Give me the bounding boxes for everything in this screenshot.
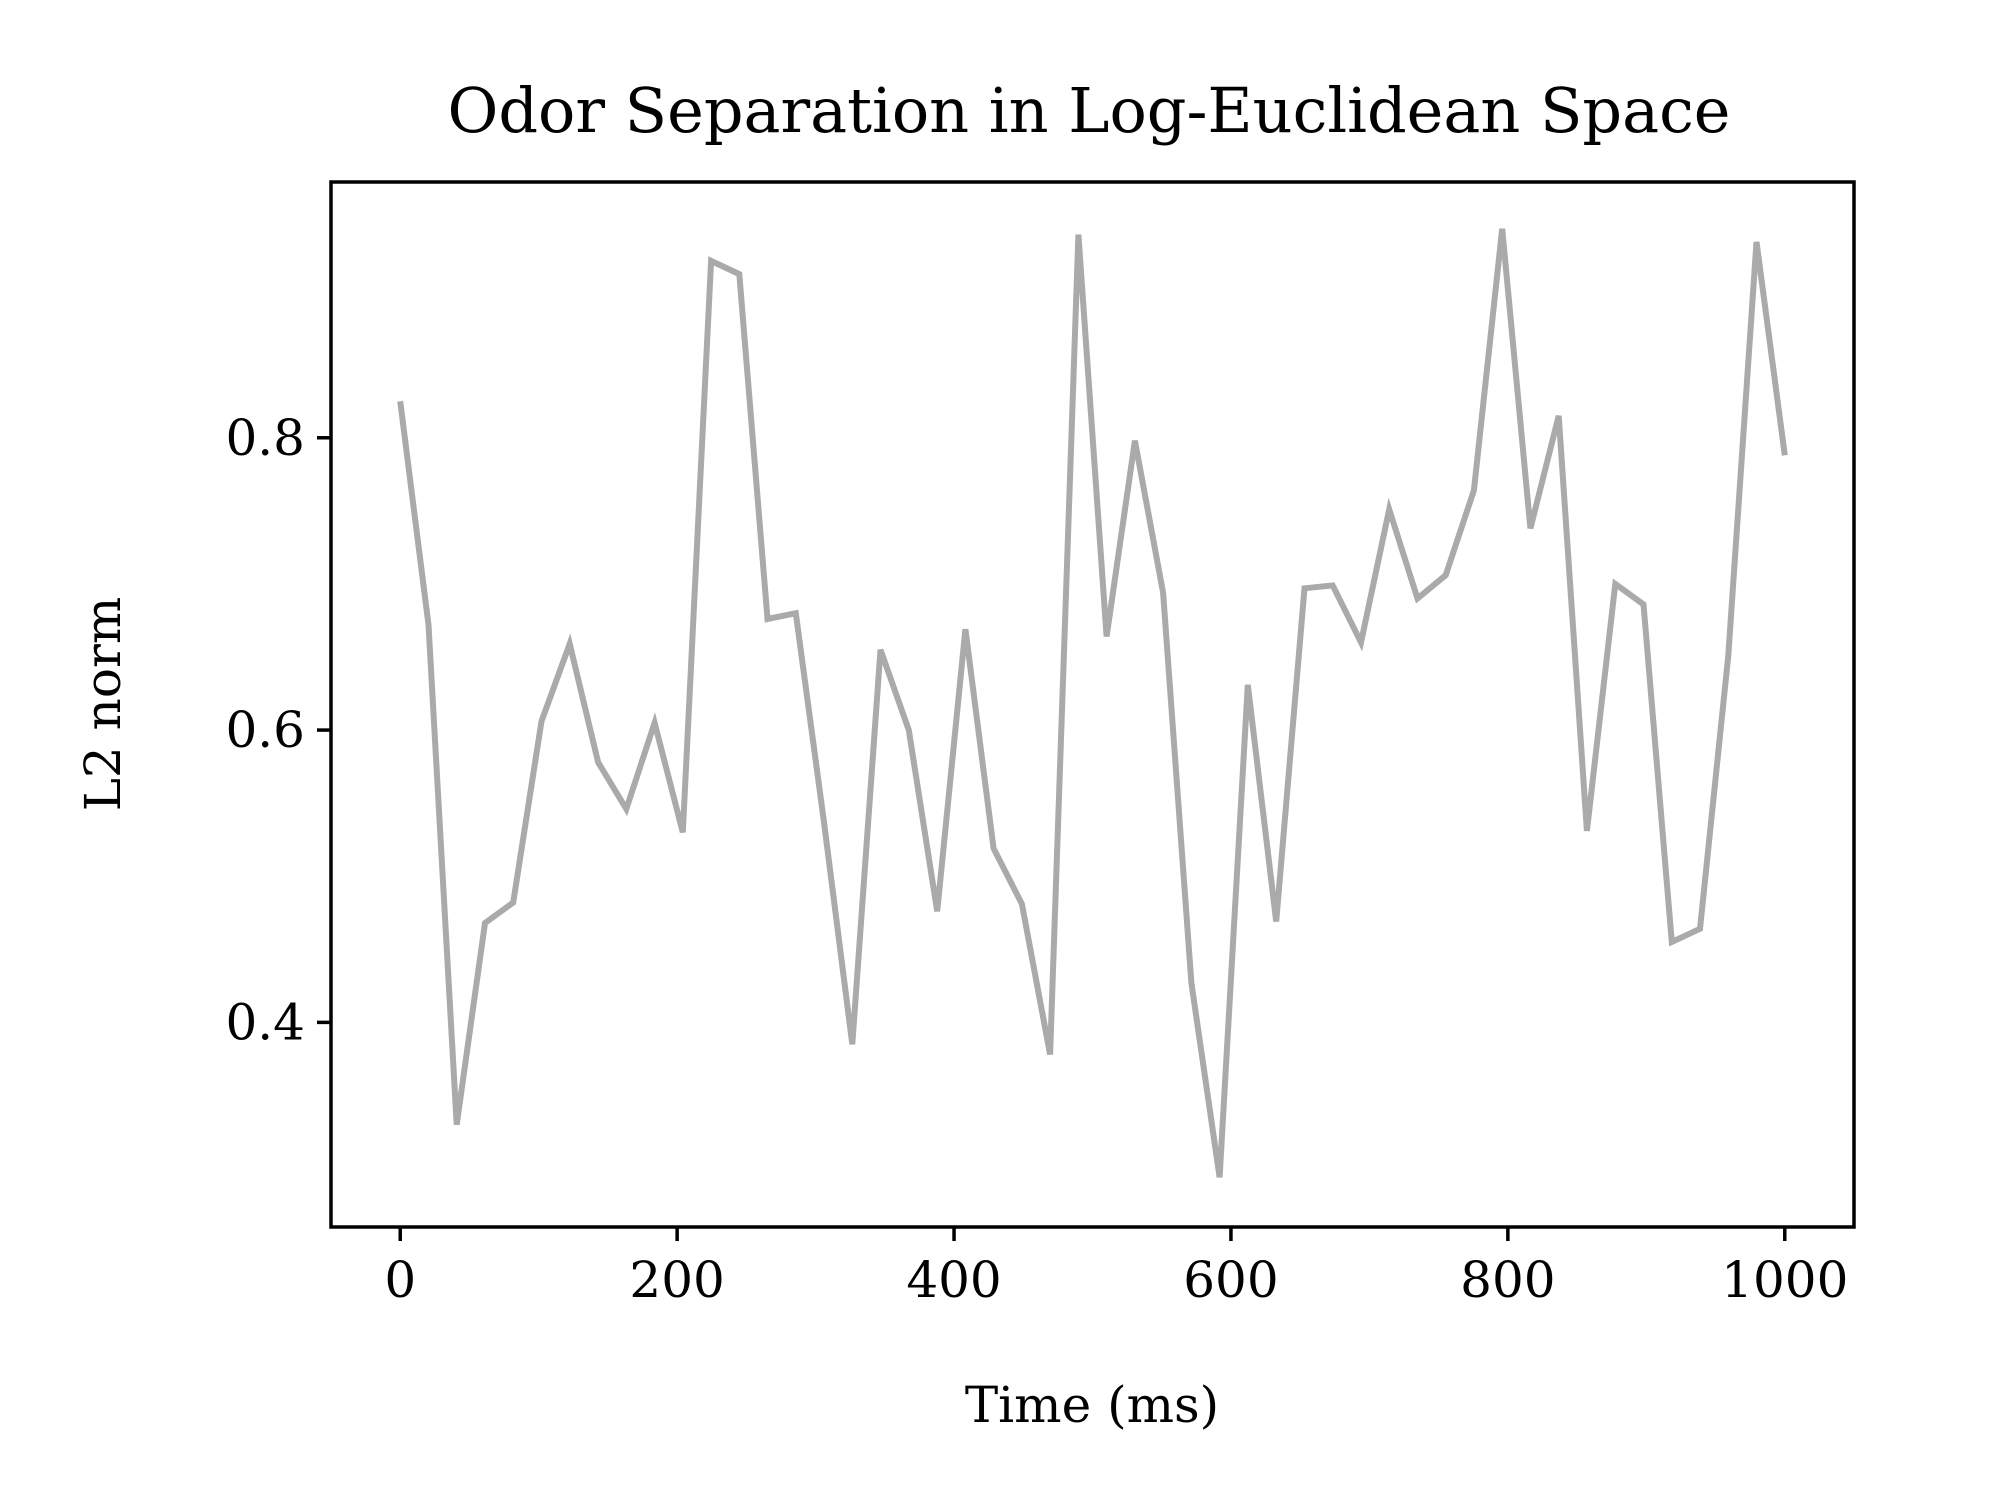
x-tick-label: 600 (1183, 1251, 1278, 1309)
data-point (426, 622, 432, 628)
y-tick-label: 0.4 (225, 993, 305, 1051)
data-point (765, 616, 771, 622)
series-line (397, 228, 1788, 1178)
data-point (793, 610, 799, 616)
data-point (539, 718, 545, 724)
data-point (934, 908, 940, 914)
plot-background (331, 182, 1854, 1227)
data-point (1330, 582, 1336, 588)
y-axis: 0.4 0.6 0.8 (225, 409, 331, 1051)
data-point (595, 759, 601, 765)
data-point (736, 271, 742, 277)
x-tick-label: 200 (629, 1251, 724, 1309)
data-point (567, 641, 573, 647)
data-point (1527, 525, 1533, 531)
data-point (1104, 634, 1110, 640)
data-point (1471, 487, 1477, 493)
data-point (1273, 919, 1279, 925)
data-point (962, 626, 968, 632)
data-point (1188, 980, 1194, 986)
data-point (1358, 639, 1364, 645)
x-tick-label: 400 (906, 1251, 1001, 1309)
data-point (821, 819, 827, 825)
data-point (680, 829, 686, 835)
data-point (1075, 232, 1081, 238)
data-point (652, 720, 658, 726)
data-point (1782, 452, 1788, 458)
y-tick-label: 0.6 (225, 701, 305, 759)
data-point (878, 647, 884, 653)
plot-area (329, 180, 1856, 1229)
data-point (1132, 438, 1138, 444)
data-point (1160, 590, 1166, 596)
data-point (397, 398, 403, 404)
data-point (1556, 413, 1562, 419)
data-point (1443, 572, 1449, 578)
data-point (906, 727, 912, 733)
data-point (623, 806, 629, 812)
data-point (1697, 926, 1703, 932)
plot-frame (329, 180, 1856, 1229)
data-point (1669, 939, 1675, 945)
x-axis: 0 200 400 600 800 1000 (384, 1227, 1848, 1309)
data-point (1641, 601, 1647, 607)
data-point (1754, 239, 1760, 245)
data-point (510, 900, 516, 906)
data-point (991, 846, 997, 852)
data-point (1386, 506, 1392, 512)
data-point (1019, 901, 1025, 907)
data-point (1584, 828, 1590, 834)
x-tick-label: 800 (1460, 1251, 1555, 1309)
data-point (482, 920, 488, 926)
data-point (849, 1041, 855, 1047)
data-point (1612, 581, 1618, 587)
data-point (708, 258, 714, 264)
data-point (454, 1122, 460, 1128)
x-axis-label: Time (ms) (965, 1376, 1219, 1434)
x-tick-label: 1000 (1721, 1251, 1848, 1309)
y-tick-label: 0.8 (225, 409, 305, 467)
data-point (1302, 585, 1308, 591)
data-point (1217, 1174, 1223, 1180)
data-point (1047, 1052, 1053, 1058)
data-point (1415, 596, 1421, 602)
data-point (1245, 682, 1251, 688)
data-point (1725, 653, 1731, 659)
y-axis-label: L2 norm (74, 597, 132, 812)
data-point (1499, 226, 1505, 232)
x-tick-label: 0 (384, 1251, 416, 1309)
chart-title: Odor Separation in Log-Euclidean Space (447, 74, 1730, 147)
